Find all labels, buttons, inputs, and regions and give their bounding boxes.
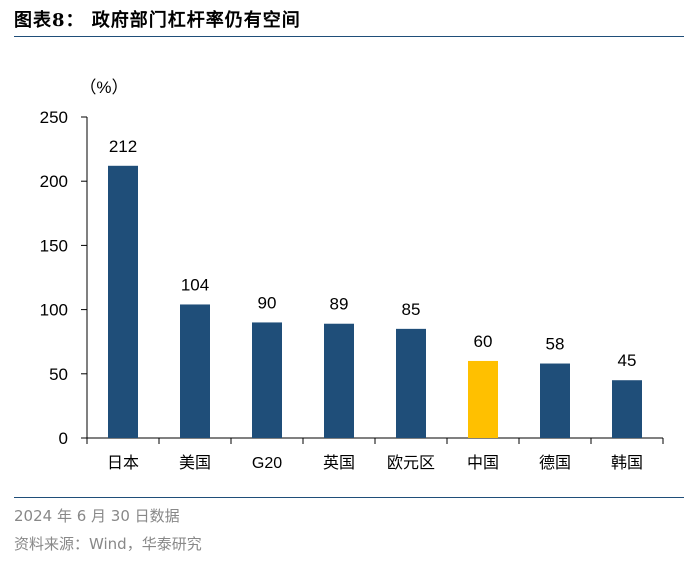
bar [324, 323, 354, 438]
bar-value-label: 45 [618, 351, 637, 370]
y-tick-label: 0 [59, 429, 68, 448]
date-note: 2024 年 6 月 30 日数据 [14, 507, 180, 525]
x-category-label: 中国 [467, 454, 499, 472]
x-category-label: 德国 [539, 454, 571, 472]
bar [612, 380, 642, 438]
bar [540, 363, 570, 438]
x-category-label: 韩国 [611, 454, 643, 472]
bar-value-label: 89 [330, 295, 349, 314]
y-tick-label: 200 [40, 172, 68, 191]
x-category-label: G20 [252, 455, 282, 472]
data-labels: 212 104 90 89 85 60 58 45 [109, 137, 637, 370]
bar [468, 360, 498, 438]
bar-value-label: 104 [181, 275, 209, 294]
y-tick-label: 100 [40, 301, 68, 320]
source-note: 资料来源：Wind，华泰研究 [14, 535, 202, 553]
bar [108, 165, 138, 439]
bar-value-label: 85 [402, 300, 421, 319]
y-unit-label: （%） [79, 78, 128, 97]
x-category-label: 日本 [107, 454, 139, 472]
bars [108, 165, 642, 439]
bar-value-label: 212 [109, 137, 137, 156]
bar-value-label: 60 [474, 332, 493, 351]
bar-chart: （%） 0 50 100 150 200 250 日本 美国 G20 英国 欧元区 中国 德国 韩国 2… [40, 78, 664, 472]
y-tick-label: 150 [40, 236, 68, 255]
x-axis: 日本 美国 G20 英国 欧元区 中国 德国 韩国 [86, 437, 664, 472]
bar [180, 304, 210, 438]
bar [252, 322, 282, 438]
bar-value-label: 58 [546, 335, 565, 354]
x-category-label: 英国 [323, 454, 355, 472]
x-category-label: 美国 [179, 454, 211, 472]
title-rule [14, 36, 684, 37]
bar [396, 328, 426, 438]
figure-title: 图表8： 政府部门杠杆率仍有空间 [14, 10, 301, 31]
footer-rule [14, 497, 684, 498]
y-axis: 0 50 100 150 200 250 [40, 108, 88, 448]
bar-value-label: 90 [258, 293, 277, 312]
x-category-label: 欧元区 [387, 454, 435, 472]
y-tick-label: 50 [49, 365, 68, 384]
y-tick-label: 250 [40, 108, 68, 127]
